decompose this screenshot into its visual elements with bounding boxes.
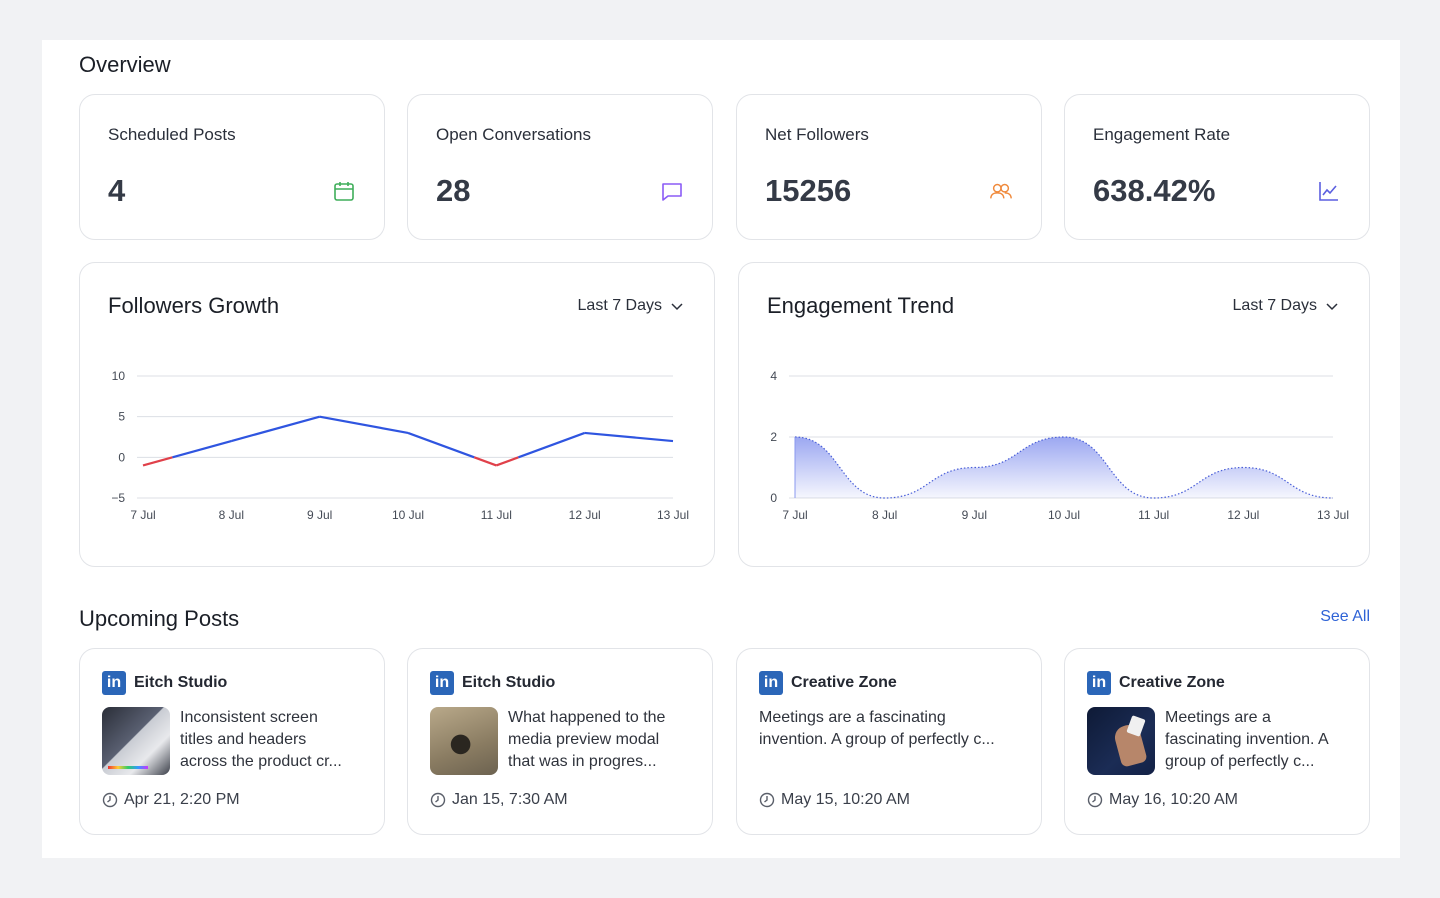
area-fill xyxy=(795,437,1333,498)
engagement-trend-title: Engagement Trend xyxy=(767,293,955,318)
y-tick-label: 0 xyxy=(770,491,777,505)
post-thumbnail xyxy=(102,707,170,775)
linkedin-icon: in xyxy=(430,671,454,695)
series-segment xyxy=(407,431,475,459)
followers-growth-chart: 10 5 0 −5 7 Jul 8 Jul 9 Jul 10 Jul 11 Jul 12 Jul 1… xyxy=(111,369,689,522)
post-author: Eitch Studio xyxy=(462,674,556,691)
dashboard-panel: Overview Scheduled Posts 4 Open Conversa… xyxy=(42,40,1400,858)
engagement-range-dropdown[interactable]: Last 7 Days xyxy=(1233,297,1339,315)
x-tick-label: 12 Jul xyxy=(1227,508,1259,522)
chevron-down-icon xyxy=(1326,303,1338,311)
stat-card-engagement-rate[interactable]: Engagement Rate 638.42% xyxy=(1064,94,1370,240)
x-tick-label: 7 Jul xyxy=(130,508,155,522)
post-header: in Creative Zone xyxy=(1087,671,1225,695)
engagement-trend-card: Engagement Trend Last 7 Days 4 2 0 7 Jul 8 J… xyxy=(738,262,1370,567)
post-text: What happened to the media preview modal t… xyxy=(508,709,666,770)
stat-card-scheduled-posts[interactable]: Scheduled Posts 4 xyxy=(79,94,385,240)
followers-growth-card: Followers Growth Last 7 Days 10 5 0 −5 7 Jul… xyxy=(79,262,715,567)
stat-card-net-followers[interactable]: Net Followers 15256 xyxy=(736,94,1042,240)
y-tick-label: 2 xyxy=(770,430,777,444)
post-date: Jan 15, 7:30 AM xyxy=(430,791,568,809)
chat-icon xyxy=(662,183,682,201)
x-tick-label: 8 Jul xyxy=(872,508,897,522)
see-all-link[interactable]: See All xyxy=(1320,608,1370,625)
clock-icon xyxy=(102,792,118,808)
engagement-trend-chart: 4 2 0 7 Jul 8 Jul 9 Jul 10 Jul 11 Jul 12 Jul 13 J… xyxy=(770,369,1349,522)
series-segment xyxy=(495,456,519,467)
series-segment xyxy=(142,456,173,467)
line-chart-icon xyxy=(1319,182,1338,201)
clock-icon xyxy=(759,792,775,808)
upcoming-posts-title: Upcoming Posts xyxy=(79,606,240,631)
post-header: in Creative Zone xyxy=(759,671,897,695)
stat-label: Scheduled Posts xyxy=(108,125,236,144)
stat-label: Open Conversations xyxy=(436,125,591,144)
x-tick-label: 10 Jul xyxy=(392,508,424,522)
series-segment xyxy=(231,415,320,443)
post-text: Meetings are a fascinating invention. A g… xyxy=(759,709,995,748)
linkedin-icon: in xyxy=(759,671,783,695)
post-date: May 16, 10:20 AM xyxy=(1087,791,1238,809)
stat-value: 638.42% xyxy=(1093,173,1216,208)
calendar-icon xyxy=(334,182,354,201)
stat-card-open-conversations[interactable]: Open Conversations 28 xyxy=(407,94,713,240)
post-header: in Eitch Studio xyxy=(102,671,227,695)
post-header: in Eitch Studio xyxy=(430,671,555,695)
overview-title: Overview xyxy=(79,52,171,77)
range-label: Last 7 Days xyxy=(577,297,662,314)
post-author: Creative Zone xyxy=(1119,674,1225,691)
x-tick-label: 8 Jul xyxy=(219,508,244,522)
x-tick-label: 10 Jul xyxy=(1048,508,1080,522)
clock-icon xyxy=(430,792,446,808)
users-icon xyxy=(990,183,1012,199)
y-tick-label: −5 xyxy=(111,491,125,505)
x-tick-label: 13 Jul xyxy=(1317,508,1349,522)
stat-value: 28 xyxy=(436,173,471,208)
followers-range-dropdown[interactable]: Last 7 Days xyxy=(578,297,684,315)
y-tick-label: 10 xyxy=(112,369,126,383)
x-tick-label: 7 Jul xyxy=(782,508,807,522)
x-tick-label: 12 Jul xyxy=(569,508,601,522)
x-tick-label: 13 Jul xyxy=(657,508,689,522)
post-author: Eitch Studio xyxy=(134,674,228,691)
clock-icon xyxy=(1087,792,1103,808)
chevron-down-icon xyxy=(671,303,683,311)
x-tick-label: 9 Jul xyxy=(962,508,987,522)
post-card[interactable]: in Eitch Studio Inconsistent screen title… xyxy=(79,648,385,835)
range-label: Last 7 Days xyxy=(1232,297,1317,314)
series-segment xyxy=(584,431,674,443)
y-tick-label: 0 xyxy=(118,450,125,464)
series-segment xyxy=(319,415,409,435)
followers-growth-title: Followers Growth xyxy=(108,293,280,318)
post-thumbnail xyxy=(430,707,498,775)
post-card[interactable]: in Creative Zone Meetings are a fascinat… xyxy=(736,648,1042,835)
x-tick-label: 11 Jul xyxy=(1138,508,1169,522)
series-segment xyxy=(473,456,497,467)
post-thumbnail xyxy=(1087,707,1155,775)
linkedin-icon: in xyxy=(1087,671,1111,695)
post-date: Apr 21, 2:20 PM xyxy=(102,791,240,809)
stat-value: 4 xyxy=(108,173,126,208)
post-card[interactable]: in Creative Zone Meetings are a fascinati… xyxy=(1064,648,1370,835)
x-tick-label: 9 Jul xyxy=(307,508,332,522)
post-author: Creative Zone xyxy=(791,674,897,691)
stat-value: 15256 xyxy=(765,173,852,208)
y-tick-label: 4 xyxy=(770,369,777,383)
x-tick-label: 11 Jul xyxy=(481,508,512,522)
y-tick-label: 5 xyxy=(118,410,125,424)
post-date: May 15, 10:20 AM xyxy=(759,791,910,809)
post-text: Inconsistent screen titles and headers acr… xyxy=(180,709,342,770)
series-segment xyxy=(518,431,586,459)
stat-label: Engagement Rate xyxy=(1093,125,1231,144)
post-card[interactable]: in Eitch Studio What happened to the medi… xyxy=(407,648,713,835)
stat-label: Net Followers xyxy=(765,125,869,144)
series-segment xyxy=(172,440,232,459)
linkedin-icon: in xyxy=(102,671,126,695)
